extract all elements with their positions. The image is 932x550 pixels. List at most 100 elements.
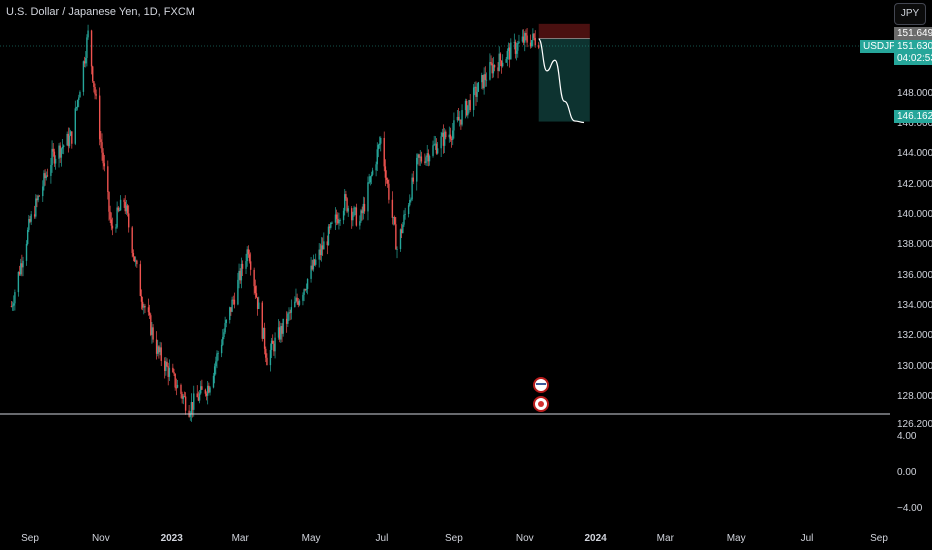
candle-body xyxy=(193,393,195,410)
price-tick-label: 130.000 xyxy=(897,360,932,372)
candle-body xyxy=(116,207,118,228)
candle-body xyxy=(28,219,30,230)
candle-body xyxy=(245,261,247,269)
candle-body xyxy=(287,313,289,324)
last-price-tag: 151.630 xyxy=(894,40,932,53)
time-tick-label: 2024 xyxy=(584,533,607,544)
candle-body xyxy=(376,149,378,165)
candle-body xyxy=(231,299,233,312)
candle-body xyxy=(79,91,81,98)
candle-body xyxy=(232,299,234,301)
candle-body xyxy=(26,229,29,244)
chart-title: U.S. Dollar / Japanese Yen, 1D, FXCM xyxy=(6,6,195,18)
projection-line xyxy=(538,38,585,124)
candle-body xyxy=(510,42,512,60)
time-tick-label: Nov xyxy=(91,533,110,544)
candle-body xyxy=(144,305,146,308)
candle-body xyxy=(215,361,217,367)
candle-body xyxy=(490,62,492,64)
candle-body xyxy=(272,340,274,344)
position-zones xyxy=(538,23,590,122)
time-tick-label: May xyxy=(726,533,746,544)
candle-body xyxy=(518,41,520,44)
japan-flag-event-icon[interactable] xyxy=(533,396,549,412)
candle-body xyxy=(328,226,331,228)
us-flag-event-icon[interactable] xyxy=(533,377,549,393)
candle-body xyxy=(403,214,405,225)
price-tick-label: 146.000 xyxy=(897,118,932,129)
candle-body xyxy=(115,227,117,229)
candle-body xyxy=(465,100,468,116)
candle-body xyxy=(334,214,337,223)
candle-body xyxy=(17,271,20,293)
candle-body xyxy=(270,340,273,350)
candle-body xyxy=(440,136,442,149)
candle-body xyxy=(404,214,406,215)
price-tick-label: 142.000 xyxy=(897,178,932,190)
candle-body xyxy=(217,353,219,354)
candle-body xyxy=(303,289,305,295)
price-tick-label: 148.000 xyxy=(897,87,932,99)
candle-body xyxy=(476,91,478,97)
candle-body xyxy=(281,326,283,334)
candle-body xyxy=(68,135,71,147)
candle-body xyxy=(435,143,438,154)
time-tick-label: Nov xyxy=(515,533,534,544)
candle-body xyxy=(323,241,325,250)
candle-body xyxy=(371,170,374,175)
candle-body xyxy=(475,86,477,97)
candle-body xyxy=(182,396,185,399)
candle-body xyxy=(52,148,54,152)
candle-body xyxy=(239,270,241,281)
candle-body xyxy=(531,40,533,47)
candle-body xyxy=(58,145,60,159)
candle-body xyxy=(280,326,282,340)
candle-body xyxy=(442,132,445,146)
candle-body xyxy=(200,386,202,394)
candle-body xyxy=(196,393,198,398)
candle-body xyxy=(42,186,44,197)
candle-body xyxy=(304,289,306,291)
candle-body xyxy=(395,224,397,250)
candle-body xyxy=(460,119,462,125)
candle-body xyxy=(176,384,179,388)
candle-body xyxy=(538,45,540,48)
candle-body xyxy=(492,65,495,74)
candle-body xyxy=(139,264,142,296)
candle-body xyxy=(159,347,161,353)
candle-body xyxy=(497,67,499,71)
candle-body xyxy=(124,201,126,212)
candle-body xyxy=(513,41,516,43)
candle-body xyxy=(524,32,526,43)
candle-body xyxy=(331,222,333,224)
candle-body xyxy=(167,366,169,377)
candle-body xyxy=(216,353,218,362)
candle-body xyxy=(407,205,410,215)
candles xyxy=(10,24,540,422)
candle-body xyxy=(25,243,28,261)
candle-body xyxy=(100,139,102,143)
candle-body xyxy=(417,154,419,158)
candle-body xyxy=(335,214,338,219)
candle-body xyxy=(342,210,345,221)
candle-body xyxy=(514,41,517,54)
candle-body xyxy=(378,143,381,145)
candle-body xyxy=(426,153,428,158)
candle-body xyxy=(263,327,266,349)
candle-body xyxy=(107,166,109,192)
candle-body xyxy=(10,306,13,307)
candle-body xyxy=(411,177,413,200)
candle-body xyxy=(148,312,151,316)
time-tick-label: Sep xyxy=(445,533,463,544)
candle-body xyxy=(321,245,324,250)
candle-body xyxy=(443,131,446,146)
stop-loss-zone xyxy=(538,23,590,39)
candle-body xyxy=(247,249,250,255)
candle-body xyxy=(208,385,210,393)
currency-button[interactable]: JPY xyxy=(894,3,926,25)
candle-body xyxy=(525,32,527,36)
candle-body xyxy=(412,177,414,182)
candle-body xyxy=(22,260,24,268)
candle-body xyxy=(46,175,49,177)
